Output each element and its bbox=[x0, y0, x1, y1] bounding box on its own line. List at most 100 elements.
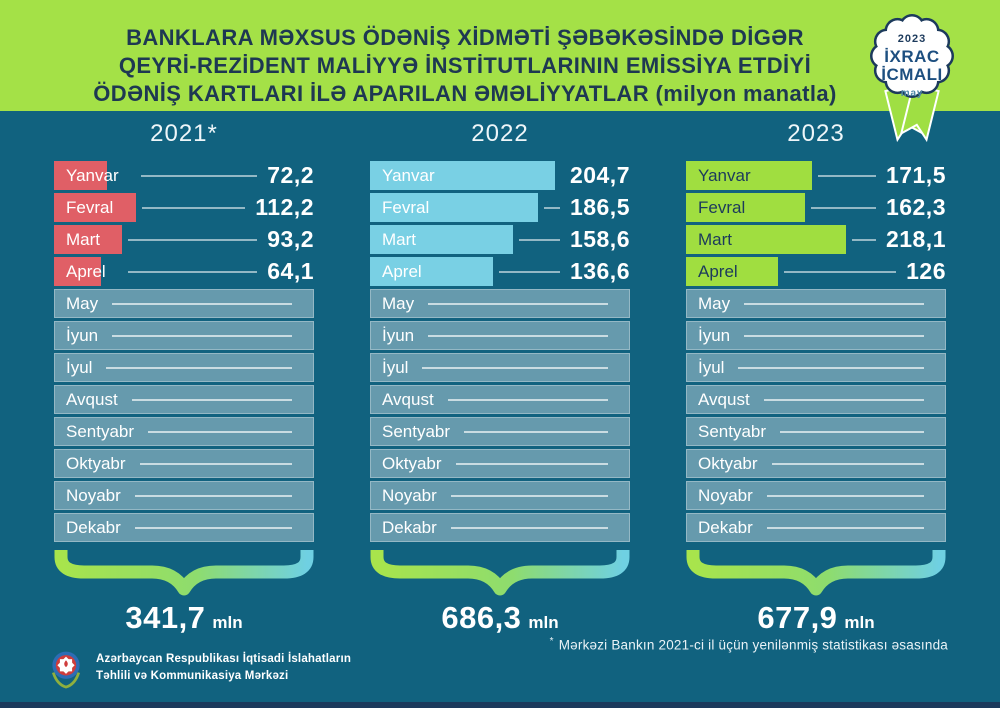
month-label: Aprel bbox=[698, 261, 738, 281]
footnote-marker: * bbox=[549, 636, 554, 647]
connector-line bbox=[134, 526, 292, 529]
footer-logo-block: Azərbaycan Respublikası İqtisadi İslahat… bbox=[46, 646, 351, 690]
month-label: Dekabr bbox=[66, 517, 121, 537]
month-row: İyun bbox=[54, 321, 314, 350]
month-bar bbox=[686, 193, 805, 222]
chart-columns: 2021* Yanvar 72,2 Fevral 112,2 Mart 93,2 Aprel 6… bbox=[0, 111, 1000, 636]
month-value: 158,6 bbox=[569, 226, 630, 252]
month-row: İyul bbox=[686, 353, 946, 382]
month-bar bbox=[54, 257, 101, 286]
month-label: İyul bbox=[66, 357, 93, 377]
month-bar bbox=[54, 193, 137, 222]
underbrace-icon bbox=[54, 550, 314, 596]
connector-line bbox=[106, 366, 292, 369]
month-label: İyun bbox=[66, 325, 99, 345]
connector-line bbox=[766, 526, 924, 529]
month-row: Avqust bbox=[370, 385, 630, 414]
month-label: Dekabr bbox=[382, 517, 437, 537]
year-label: 2022 bbox=[471, 120, 529, 147]
month-rows: Yanvar 72,2 Fevral 112,2 Mart 93,2 Aprel 64,1 Ma… bbox=[54, 161, 314, 542]
year-label: 2023 bbox=[787, 120, 845, 147]
month-row: İyun bbox=[370, 321, 630, 350]
total-value: 677,9 bbox=[757, 600, 838, 635]
month-value: 93,2 bbox=[267, 226, 314, 252]
badge-year: 2023 bbox=[897, 33, 927, 45]
month-row: Oktyabr bbox=[54, 449, 314, 478]
header-band: BANKLARA MƏXSUS ÖDƏNİŞ XİDMƏTİ ŞƏBƏKƏSİN… bbox=[0, 0, 1000, 111]
month-label: May bbox=[66, 293, 99, 313]
export-review-badge: 2023 İXRAC İCMALI may bbox=[852, 4, 972, 156]
month-bar bbox=[54, 161, 107, 190]
month-row: Fevral 162,3 bbox=[686, 193, 946, 222]
badge-month: may bbox=[900, 88, 924, 99]
month-label: Sentyabr bbox=[382, 421, 451, 441]
month-row: Yanvar 204,7 bbox=[370, 161, 630, 190]
month-row: Oktyabr bbox=[370, 449, 630, 478]
connector-line bbox=[810, 206, 876, 209]
month-bar bbox=[370, 257, 494, 286]
month-label: Dekabr bbox=[698, 517, 753, 537]
connector-line bbox=[428, 334, 608, 337]
year-total: 686,3 mln bbox=[370, 600, 630, 636]
month-row: Noyabr bbox=[54, 481, 314, 510]
connector-line bbox=[544, 206, 560, 209]
connector-line bbox=[738, 366, 924, 369]
year-column-2022: 2022 Yanvar 204,7 Fevral 186,5 Mart 158,6 Aprel… bbox=[370, 111, 630, 636]
connector-line bbox=[428, 302, 608, 305]
month-label: Fevral bbox=[382, 197, 430, 217]
month-label: Fevral bbox=[698, 197, 746, 217]
month-value: 112,2 bbox=[255, 194, 314, 220]
month-label: Aprel bbox=[382, 261, 422, 281]
badge-title-line1: İXRAC bbox=[884, 47, 940, 66]
month-label: Yanvar bbox=[382, 165, 435, 185]
connector-line bbox=[141, 174, 257, 177]
connector-line bbox=[128, 270, 257, 273]
underbrace-icon bbox=[370, 550, 630, 596]
connector-line bbox=[134, 494, 292, 497]
footnote: * Mərkəzi Bankın 2021-ci il üçün yenilənm… bbox=[550, 636, 948, 653]
year-column-2021: 2021* Yanvar 72,2 Fevral 112,2 Mart 93,2 Aprel 6… bbox=[54, 111, 314, 636]
month-bar bbox=[686, 257, 779, 286]
month-label: Oktyabr bbox=[66, 453, 126, 473]
unit-label: (milyon manatla) bbox=[655, 81, 837, 106]
month-label: Yanvar bbox=[66, 165, 119, 185]
bottom-bar bbox=[0, 702, 1000, 708]
connector-line bbox=[817, 174, 876, 177]
month-row: Avqust bbox=[54, 385, 314, 414]
month-row: Noyabr bbox=[370, 481, 630, 510]
month-row: May bbox=[54, 289, 314, 318]
month-label: Yanvar bbox=[698, 165, 751, 185]
badge-title-line2: İCMALI bbox=[881, 65, 943, 84]
month-label: İyul bbox=[698, 357, 725, 377]
title-line-1: BANKLARA MƏXSUS ÖDƏNİŞ XİDMƏTİ ŞƏBƏKƏSİN… bbox=[126, 25, 804, 50]
month-row: Sentyabr bbox=[54, 417, 314, 446]
month-label: May bbox=[382, 293, 415, 313]
month-value: 171,5 bbox=[885, 162, 946, 188]
azerbaijan-emblem-icon bbox=[51, 651, 81, 689]
total-unit: mln bbox=[212, 613, 243, 632]
footnote-text: Mərkəzi Bankın 2021-ci il üçün yenilənmi… bbox=[558, 637, 948, 653]
month-value: 72,2 bbox=[267, 162, 314, 188]
month-row: Dekabr bbox=[370, 513, 630, 542]
total-unit: mln bbox=[844, 613, 875, 632]
month-row: May bbox=[686, 289, 946, 318]
connector-line bbox=[455, 462, 608, 465]
connector-line bbox=[771, 462, 924, 465]
month-label: Avqust bbox=[66, 389, 118, 409]
month-label: May bbox=[698, 293, 731, 313]
month-row: Avqust bbox=[686, 385, 946, 414]
connector-line bbox=[744, 302, 924, 305]
connector-line bbox=[128, 238, 257, 241]
month-label: Noyabr bbox=[698, 485, 753, 505]
month-label: Oktyabr bbox=[382, 453, 442, 473]
month-rows: Yanvar 171,5 Fevral 162,3 Mart 218,1 Aprel 126 M… bbox=[686, 161, 946, 542]
month-label: Fevral bbox=[66, 197, 114, 217]
connector-line bbox=[450, 494, 608, 497]
connector-line bbox=[784, 270, 896, 273]
month-label: Sentyabr bbox=[66, 421, 135, 441]
connector-line bbox=[112, 334, 292, 337]
total-brace bbox=[54, 545, 314, 597]
month-label: Avqust bbox=[698, 389, 750, 409]
month-row: Dekabr bbox=[54, 513, 314, 542]
month-bar bbox=[370, 193, 539, 222]
